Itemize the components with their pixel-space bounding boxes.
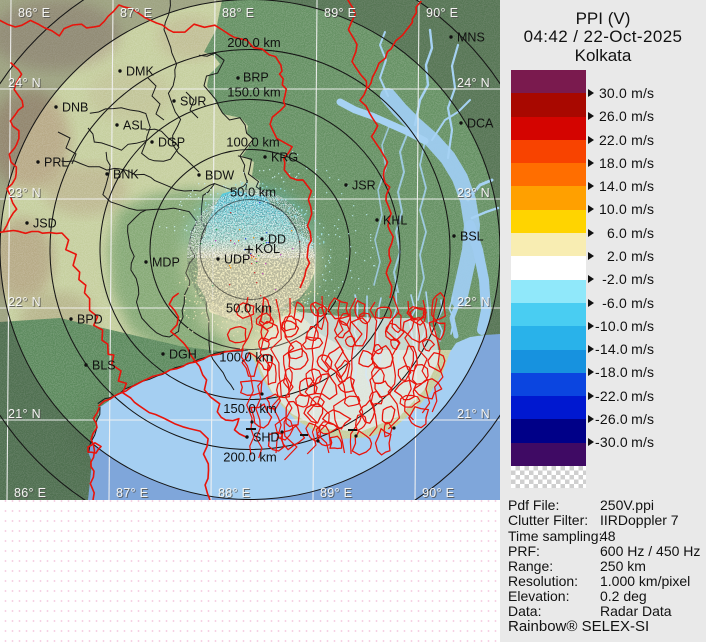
svg-text:150.0 km: 150.0 km <box>227 85 280 100</box>
svg-text:86° E: 86° E <box>18 6 50 20</box>
svg-text:KHL: KHL <box>383 214 407 228</box>
svg-text:88° E: 88° E <box>223 7 255 21</box>
svg-text:DGH: DGH <box>169 348 197 362</box>
svg-text:88° E: 88° E <box>219 487 251 500</box>
svg-text:89° E: 89° E <box>320 486 352 500</box>
svg-text:BPD: BPD <box>77 313 103 327</box>
svg-text:89° E: 89° E <box>324 6 356 20</box>
svg-text:BDW: BDW <box>205 169 234 183</box>
svg-text:90° E: 90° E <box>427 7 459 21</box>
svg-text:PRL: PRL <box>44 156 68 170</box>
svg-text:KOL: KOL <box>255 242 280 256</box>
svg-text:UDP: UDP <box>224 253 250 267</box>
svg-text:100.0 km: 100.0 km <box>219 350 272 365</box>
svg-text:24° N: 24° N <box>8 76 41 90</box>
svg-text:BNK: BNK <box>113 168 139 182</box>
svg-text:21° N: 21° N <box>9 408 42 422</box>
svg-text:21° N: 21° N <box>457 407 490 421</box>
svg-text:90° E: 90° E <box>426 6 458 20</box>
svg-text:89° E: 89° E <box>321 487 353 500</box>
svg-text:88° E: 88° E <box>222 6 254 20</box>
svg-text:SUR: SUR <box>180 95 206 109</box>
svg-text:86° E: 86° E <box>14 486 46 500</box>
svg-text:21° N: 21° N <box>8 407 41 421</box>
svg-text:87° E: 87° E <box>116 486 148 500</box>
svg-text:22° N: 22° N <box>458 296 491 310</box>
svg-text:23° N: 23° N <box>457 186 490 200</box>
svg-text:23° N: 23° N <box>9 187 42 201</box>
svg-text:86° E: 86° E <box>19 7 51 21</box>
svg-text:200.0 km: 200.0 km <box>223 450 276 465</box>
svg-text:JSD: JSD <box>33 217 57 231</box>
svg-text:BRP: BRP <box>243 71 269 85</box>
svg-text:BSL: BSL <box>460 230 484 244</box>
svg-text:DNB: DNB <box>62 101 88 115</box>
svg-text:24° N: 24° N <box>458 77 491 91</box>
svg-text:50.0 km: 50.0 km <box>230 185 276 200</box>
svg-text:88° E: 88° E <box>218 486 250 500</box>
svg-text:87° E: 87° E <box>117 487 149 500</box>
svg-text:24° N: 24° N <box>457 76 490 90</box>
svg-text:150.0 km: 150.0 km <box>223 401 276 416</box>
svg-text:DGP: DGP <box>158 136 185 150</box>
svg-text:86° E: 86° E <box>15 487 47 500</box>
svg-text:23° N: 23° N <box>458 187 491 201</box>
svg-text:90° E: 90° E <box>422 486 454 500</box>
svg-text:50.0 km: 50.0 km <box>226 301 272 316</box>
svg-text:MNS: MNS <box>457 31 485 45</box>
svg-text:DD: DD <box>268 233 286 247</box>
svg-text:22° N: 22° N <box>457 295 490 309</box>
svg-text:JSR: JSR <box>352 179 376 193</box>
svg-text:MDP: MDP <box>152 256 180 270</box>
svg-text:90° E: 90° E <box>423 487 455 500</box>
svg-text:KRG: KRG <box>271 151 298 165</box>
svg-text:87° E: 87° E <box>121 7 153 21</box>
svg-text:22° N: 22° N <box>8 295 41 309</box>
svg-text:SHD: SHD <box>253 431 279 445</box>
svg-text:100.0 km: 100.0 km <box>226 135 279 150</box>
svg-text:23° N: 23° N <box>8 186 41 200</box>
svg-text:89° E: 89° E <box>325 7 357 21</box>
svg-text:87° E: 87° E <box>120 6 152 20</box>
svg-text:200.0 km: 200.0 km <box>227 35 280 50</box>
svg-text:ASL: ASL <box>123 119 147 133</box>
svg-text:DMK: DMK <box>126 65 154 79</box>
svg-text:21° N: 21° N <box>458 408 491 422</box>
svg-text:24° N: 24° N <box>9 77 42 91</box>
svg-text:BLS: BLS <box>92 359 116 373</box>
svg-text:22° N: 22° N <box>9 296 42 310</box>
svg-text:DCA: DCA <box>467 117 494 131</box>
